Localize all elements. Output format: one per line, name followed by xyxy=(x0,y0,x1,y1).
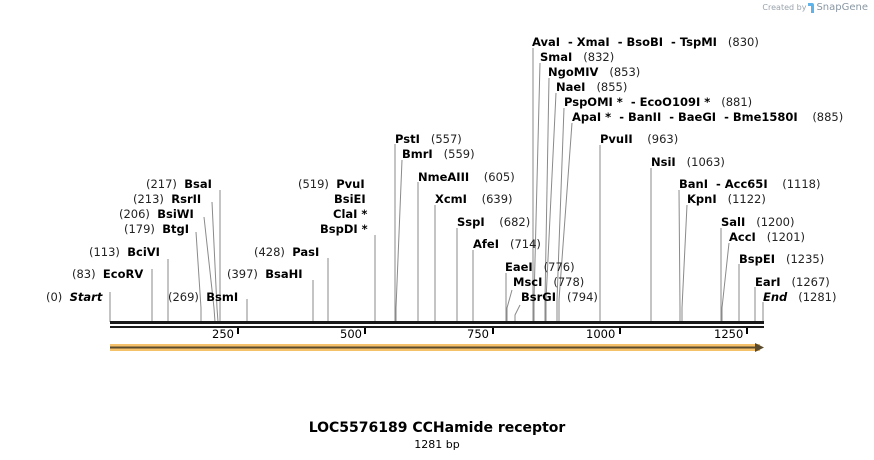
site-bsai[interactable]: (217) BsaI xyxy=(146,177,212,191)
tick-label-750: 750 xyxy=(467,327,489,341)
tick-label-500: 500 xyxy=(340,327,362,341)
site-bspei[interactable]: BspEI (1235) xyxy=(739,252,825,266)
site-pvui[interactable]: (519) PvuI xyxy=(298,177,365,191)
sequence-title: LOC5576189 CCHamide receptor xyxy=(308,420,566,436)
site-nsii[interactable]: NsiI (1063) xyxy=(651,155,725,169)
feature-arrow[interactable] xyxy=(110,343,764,352)
site-ecorv[interactable]: (83) EcoRV xyxy=(72,267,144,281)
site-naei[interactable]: NaeI (855) xyxy=(556,80,628,94)
tick-label-250: 250 xyxy=(212,327,234,341)
site-bsahi[interactable]: (397) BsaHI xyxy=(227,267,303,281)
tick-label-1250: 1250 xyxy=(714,327,744,341)
axis-ticks xyxy=(237,328,748,334)
site-xcmi[interactable]: XcmI (639) xyxy=(435,192,513,206)
site-bmri[interactable]: BmrI (559) xyxy=(402,147,475,161)
site-bsmi[interactable]: (269) BsmI xyxy=(168,290,239,304)
site-msci[interactable]: MscI (778) xyxy=(513,275,585,289)
site-apai-group[interactable]: ApaI * - BanII - BaeGI - Bme1580I (885) xyxy=(572,110,844,124)
site-acci[interactable]: AccI (1201) xyxy=(729,230,806,244)
site-btgi[interactable]: (179) BtgI xyxy=(124,222,190,236)
sequence-backbone xyxy=(110,321,764,328)
site-sali[interactable]: SalI (1200) xyxy=(721,215,795,229)
site-bsiwi[interactable]: (206) BsiWI xyxy=(119,207,194,221)
site-bspdi[interactable]: BspDI * xyxy=(320,222,368,236)
credit-brand: SnapGene xyxy=(816,2,868,13)
site-nmeaiii[interactable]: NmeAIII (605) xyxy=(418,170,515,184)
site-kpni[interactable]: KpnI (1122) xyxy=(687,192,766,206)
site-smai[interactable]: SmaI (832) xyxy=(540,50,615,64)
credit-prefix: Created by xyxy=(762,3,807,12)
site-bcivi[interactable]: (113) BciVI xyxy=(89,245,160,259)
site-psti[interactable]: PstI (557) xyxy=(395,132,462,146)
site-ngomiv[interactable]: NgoMIV (853) xyxy=(548,65,641,79)
site-clai[interactable]: ClaI * xyxy=(333,207,368,221)
site-eari[interactable]: EarI (1267) xyxy=(755,275,830,289)
site-bani-group[interactable]: BanI - Acc65I (1118) xyxy=(679,177,821,191)
snapgene-credit: Created by SnapGene xyxy=(762,2,868,13)
snapgene-logo-icon xyxy=(808,2,815,13)
site-sspi[interactable]: SspI (682) xyxy=(457,215,531,229)
site-rsrii[interactable]: (213) RsrII xyxy=(133,192,202,206)
site-pspomi-group[interactable]: PspOMI * - EcoO109I * (881) xyxy=(564,95,753,109)
site-afei[interactable]: AfeI (714) xyxy=(473,237,541,251)
site-pvuii[interactable]: PvuII (963) xyxy=(600,132,679,146)
site-end[interactable]: End (1281) xyxy=(763,290,837,304)
site-lines xyxy=(109,48,764,323)
site-avai-group[interactable]: AvaI - XmaI - BsoBI - TspMI (830) xyxy=(532,35,759,49)
site-bsrgi[interactable]: BsrGI (794) xyxy=(521,290,598,304)
tick-label-1000: 1000 xyxy=(586,327,616,341)
site-bsiei[interactable]: BsiEI xyxy=(334,192,366,206)
sequence-length: 1281 bp xyxy=(414,438,460,451)
site-start[interactable]: (0) Start xyxy=(46,290,103,304)
site-eaei[interactable]: EaeI (776) xyxy=(505,260,575,274)
site-pasi[interactable]: (428) PasI xyxy=(254,245,320,259)
